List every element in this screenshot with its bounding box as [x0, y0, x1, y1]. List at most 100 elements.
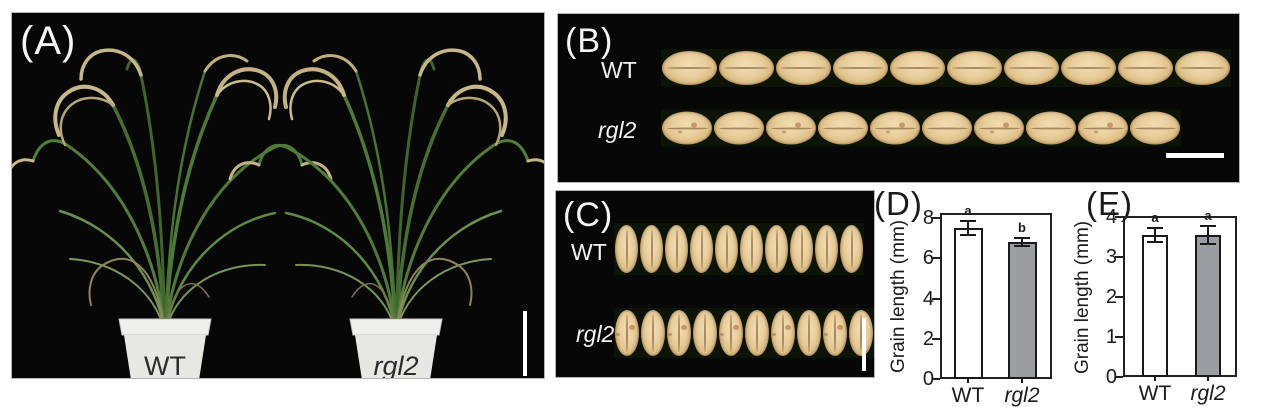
- y-tick: [932, 217, 940, 220]
- grain-body: [766, 111, 816, 145]
- rice-grain: [973, 109, 1025, 147]
- grain-body: [833, 51, 888, 85]
- error-cap-bottom: [1200, 242, 1216, 245]
- y-tick: [1115, 256, 1123, 258]
- y-tick-label: 3: [1105, 246, 1117, 268]
- y-tick-label: 0: [1105, 366, 1117, 388]
- rice-grain: [817, 109, 869, 147]
- y-tick-label: 6: [922, 247, 934, 270]
- panel-c-letter: (C): [563, 196, 614, 234]
- significance-letter: a: [1151, 209, 1159, 225]
- rice-grain: [822, 308, 848, 358]
- grain-body: [615, 225, 638, 273]
- significance-letter: a: [964, 203, 972, 219]
- grain-body: [840, 225, 863, 273]
- grain-body: [790, 225, 813, 273]
- rice-grain: [713, 109, 765, 147]
- panel-c-photo: (C) WT rgl2: [555, 190, 875, 378]
- rice-grain: [718, 49, 775, 87]
- bar-rgl2: [1195, 235, 1221, 377]
- rice-grain: [714, 223, 739, 275]
- rice-grain: [775, 49, 832, 87]
- grain-body: [890, 51, 945, 85]
- rice-plants-illustration: [12, 48, 544, 378]
- x-tick: [1207, 377, 1209, 381]
- scale-bar: [1166, 153, 1224, 158]
- grain-body: [1061, 51, 1116, 85]
- rice-grain: [1174, 49, 1231, 87]
- rice-grain: [666, 308, 692, 358]
- rice-grain: [832, 49, 889, 87]
- row-label-rgl2: rgl2: [576, 321, 615, 347]
- x-category-label: WT: [1138, 382, 1172, 405]
- grain-body: [771, 310, 795, 356]
- rice-grain: [814, 223, 839, 275]
- chart-D-plot-area: [940, 213, 1052, 379]
- grain-body: [690, 225, 713, 273]
- y-tick: [1115, 216, 1123, 218]
- rice-grain: [689, 223, 714, 275]
- y-tick-label: 8: [922, 207, 934, 230]
- grain-row-wt: [661, 49, 1231, 87]
- grain-body: [1078, 111, 1128, 145]
- x-tick: [967, 379, 969, 383]
- grain-body: [815, 225, 838, 273]
- panel-e-letter: (E): [1086, 185, 1133, 222]
- pot-label-wt: WT: [144, 351, 186, 379]
- bar-rgl2: [1007, 242, 1037, 379]
- grain-body: [922, 111, 972, 145]
- significance-letter: b: [1018, 220, 1026, 236]
- rice-grain: [1003, 49, 1060, 87]
- significance-letter: a: [1204, 208, 1212, 224]
- y-tick: [1115, 376, 1123, 378]
- rice-grain: [739, 223, 764, 275]
- y-tick: [932, 337, 940, 340]
- error-bar: [967, 221, 969, 236]
- panel-a-photo: (A) WT rgl2: [11, 12, 545, 379]
- grain-body: [665, 225, 688, 273]
- grain-body: [974, 111, 1024, 145]
- grain-body: [1175, 51, 1230, 85]
- error-bar: [1154, 227, 1156, 243]
- grain-body: [641, 310, 665, 356]
- panel-b-letter: (B): [565, 22, 614, 60]
- rice-grain: [661, 49, 718, 87]
- rice-grain: [718, 308, 744, 358]
- y-tick: [932, 257, 940, 260]
- error-bar: [1207, 226, 1209, 244]
- grain-body: [1026, 111, 1076, 145]
- error-cap-top: [960, 220, 976, 223]
- grain-body: [849, 310, 873, 356]
- rice-grain: [789, 223, 814, 275]
- y-tick-label: 4: [922, 287, 934, 310]
- rice-grain: [946, 49, 1003, 87]
- grain-body: [1004, 51, 1059, 85]
- rice-grain: [770, 308, 796, 358]
- grain-body: [818, 111, 868, 145]
- grain-row-wt: [614, 223, 864, 275]
- rice-grain: [921, 109, 973, 147]
- grain-body: [1118, 51, 1173, 85]
- rice-grain: [839, 223, 864, 275]
- chart-E-plot-area: [1123, 216, 1237, 377]
- grain-body: [714, 111, 764, 145]
- y-tick-label: 2: [922, 327, 934, 350]
- x-category-label: rgl2: [1004, 384, 1040, 407]
- y-tick: [932, 378, 940, 380]
- y-tick-label: 2: [1105, 286, 1117, 308]
- pot-label-rgl2: rgl2: [373, 351, 419, 379]
- rice-grain: [765, 109, 817, 147]
- rice-grain: [796, 308, 822, 358]
- error-cap-bottom: [960, 234, 976, 237]
- y-tick: [1115, 296, 1123, 298]
- grain-body: [640, 225, 663, 273]
- row-label-wt: WT: [601, 57, 637, 83]
- rice-grain: [614, 223, 639, 275]
- error-cap-top: [1147, 226, 1163, 229]
- bar-WT: [953, 228, 983, 379]
- rice-grain: [889, 49, 946, 87]
- scale-bar: [523, 311, 527, 376]
- grain-body: [662, 111, 712, 145]
- x-tick: [1154, 377, 1156, 381]
